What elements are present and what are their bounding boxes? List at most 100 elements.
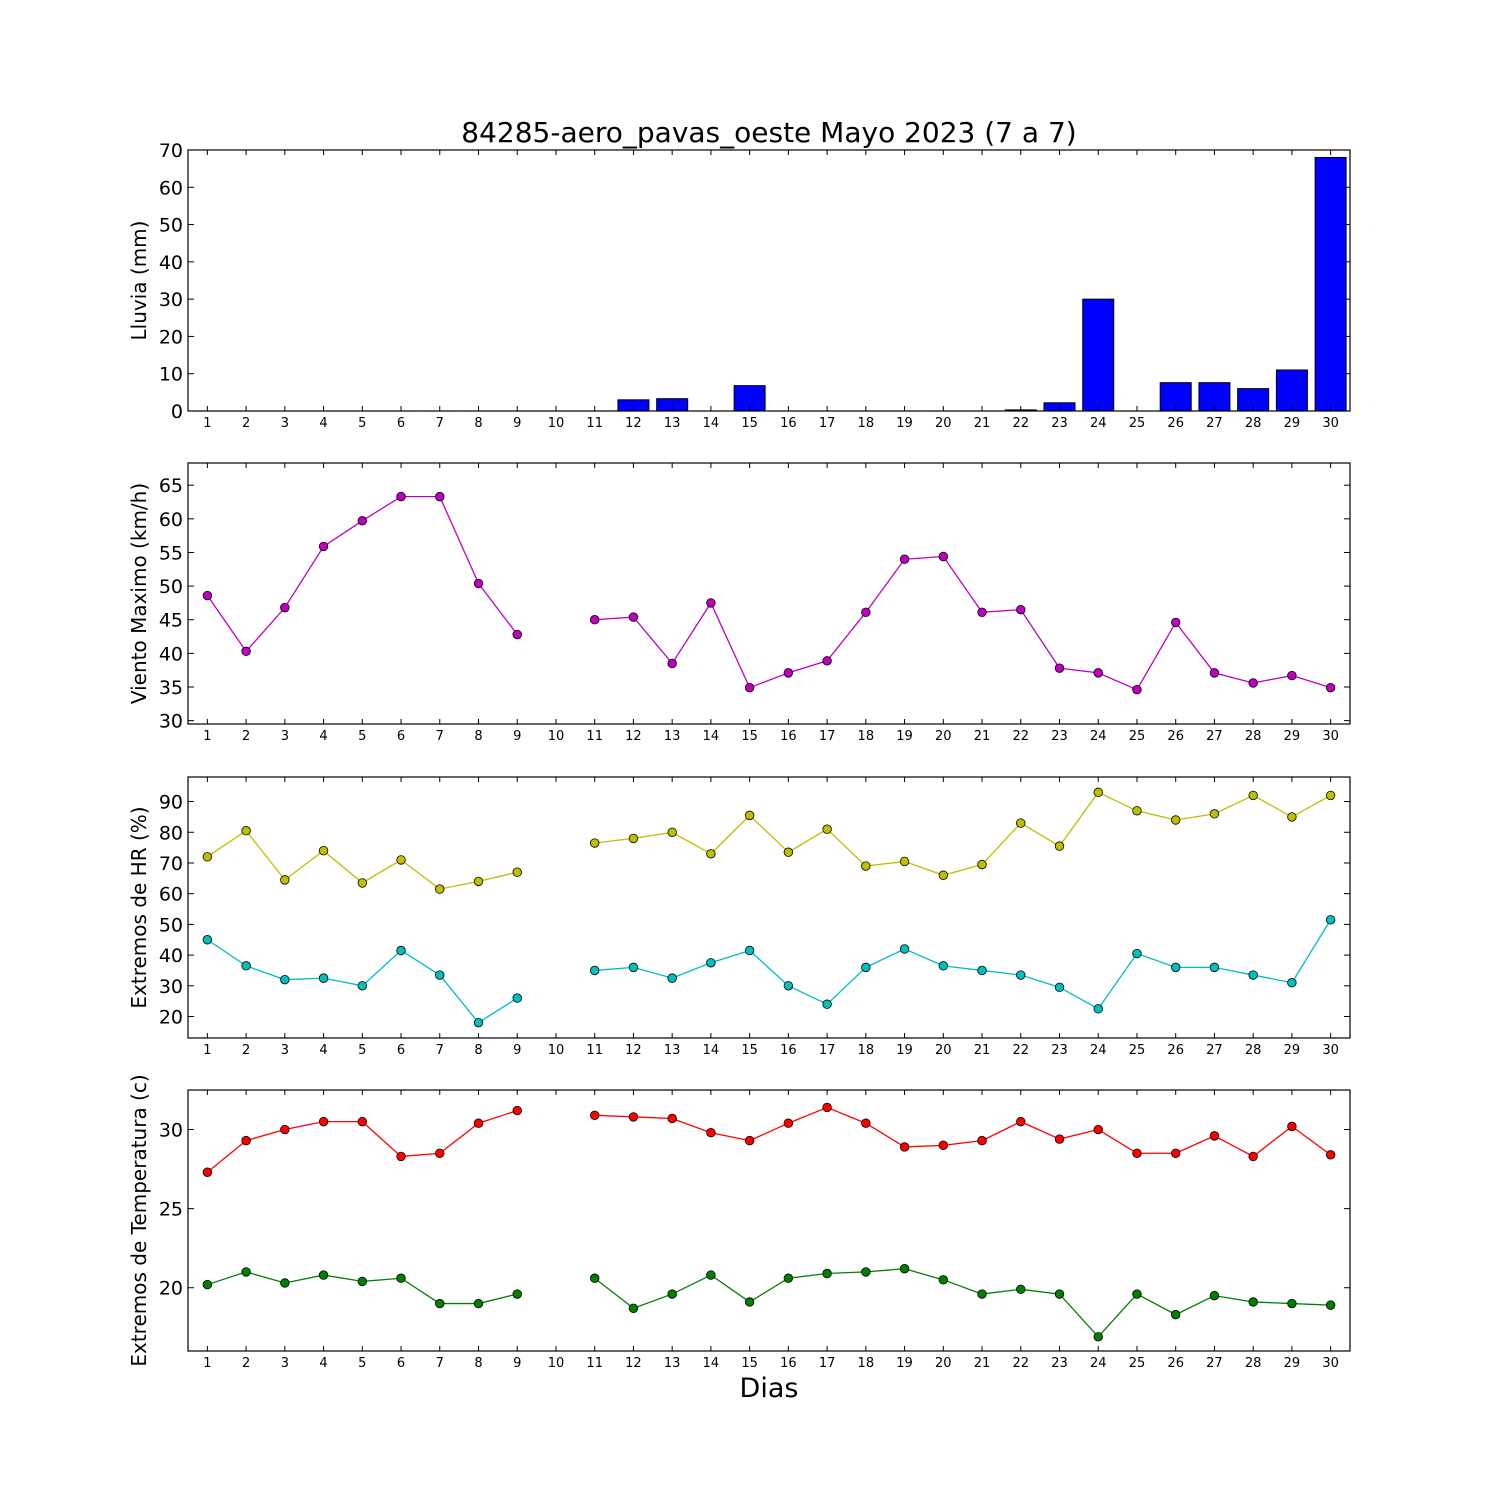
- data-point: [1287, 978, 1297, 988]
- x-tick-label: 21: [974, 416, 991, 431]
- data-point: [1287, 1121, 1297, 1132]
- data-point: [1170, 962, 1181, 973]
- x-tick-label: 17: [819, 1356, 836, 1371]
- data-point: [473, 876, 484, 887]
- data-point: [1170, 617, 1181, 628]
- data-point: [280, 1124, 290, 1135]
- y-tick-label: 60: [159, 884, 183, 906]
- x-tick-label: 9: [513, 1043, 521, 1058]
- x-tick-label: 30: [1322, 729, 1339, 744]
- x-tick-label: 6: [397, 729, 405, 744]
- x-tick-label: 19: [896, 1356, 913, 1371]
- data-point: [357, 1276, 368, 1287]
- data-point: [473, 578, 484, 589]
- data-point: [1132, 806, 1142, 816]
- x-tick-label: 20: [935, 416, 952, 431]
- x-tick-label: 2: [242, 729, 250, 744]
- x-tick-label: 11: [586, 416, 603, 431]
- x-tick-label: 7: [436, 1043, 444, 1058]
- y-tick-label: 40: [159, 643, 183, 665]
- data-point: [1287, 670, 1297, 681]
- x-tick-label: 6: [397, 416, 405, 431]
- data-point: [667, 973, 677, 983]
- y-tick-label: 70: [159, 853, 183, 875]
- data-point: [280, 974, 290, 985]
- x-tick-label: 24: [1090, 1356, 1107, 1371]
- y-tick-label: 50: [159, 215, 183, 237]
- data-point: [628, 612, 639, 622]
- x-axis-label: Dias: [740, 1373, 799, 1404]
- data-point: [977, 607, 987, 618]
- x-tick-label: 15: [741, 1356, 758, 1371]
- x-tick-label: 12: [625, 1356, 642, 1371]
- data-point: [628, 1303, 639, 1313]
- x-tick-label: 16: [780, 1356, 797, 1371]
- x-tick-label: 11: [586, 729, 603, 744]
- data-point: [396, 1273, 406, 1283]
- x-tick-label: 7: [436, 416, 444, 431]
- x-tick-label: 19: [896, 729, 913, 744]
- data-point: [1209, 1131, 1220, 1141]
- data-point: [1054, 1289, 1065, 1299]
- chart-title: 84285-aero_pavas_oeste Mayo 2023 (7 a 7): [461, 116, 1076, 149]
- data-point: [318, 1270, 329, 1280]
- data-point: [1132, 1289, 1142, 1299]
- data-point: [512, 993, 522, 1003]
- x-tick-label: 18: [858, 729, 875, 744]
- data-point: [512, 867, 522, 877]
- x-tick-label: 28: [1245, 416, 1262, 431]
- x-tick-label: 22: [1012, 416, 1029, 431]
- data-point: [783, 847, 794, 857]
- y-tick-label: 30: [159, 711, 183, 733]
- data-point: [1093, 787, 1103, 798]
- x-tick-label: 13: [664, 1356, 681, 1371]
- data-point: [318, 1116, 329, 1127]
- x-tick-label: 24: [1090, 729, 1107, 744]
- data-point: [1325, 682, 1336, 693]
- data-point: [473, 1118, 484, 1128]
- data-point: [318, 973, 329, 983]
- data-point: [280, 1278, 290, 1288]
- x-tick-label: 25: [1129, 1043, 1146, 1058]
- x-tick-label: 17: [819, 416, 836, 431]
- data-point: [899, 944, 910, 954]
- data-point: [435, 1298, 445, 1309]
- data-point: [318, 845, 329, 856]
- x-tick-label: 17: [819, 729, 836, 744]
- x-tick-label: 17: [819, 1043, 836, 1058]
- x-tick-label: 10: [548, 729, 565, 744]
- x-tick-label: 16: [780, 729, 797, 744]
- axes-frame: [187, 776, 1351, 1039]
- y-tick-label: 70: [159, 140, 183, 162]
- x-tick-label: 15: [741, 729, 758, 744]
- series-line: [594, 555, 1331, 691]
- x-tick-label: 16: [780, 416, 797, 431]
- data-point: [512, 629, 522, 640]
- x-tick-label: 12: [625, 729, 642, 744]
- x-tick-label: 3: [281, 1356, 289, 1371]
- data-point: [628, 1112, 639, 1122]
- data-point: [861, 861, 871, 871]
- x-tick-label: 27: [1206, 729, 1223, 744]
- x-tick-label: 26: [1167, 729, 1184, 744]
- data-point: [241, 961, 251, 971]
- data-point: [744, 1135, 755, 1146]
- x-tick-label: 27: [1206, 1356, 1223, 1371]
- data-point: [202, 852, 213, 862]
- data-point: [473, 1298, 484, 1309]
- y-tick-label: 90: [159, 792, 183, 814]
- data-point: [512, 1289, 522, 1299]
- data-point: [318, 541, 329, 552]
- bar: [1275, 369, 1308, 412]
- data-point: [1016, 604, 1026, 615]
- data-point: [590, 965, 600, 976]
- x-tick-label: 28: [1245, 1043, 1262, 1058]
- x-tick-label: 6: [397, 1043, 405, 1058]
- data-point: [1209, 962, 1220, 973]
- data-point: [512, 1105, 522, 1116]
- x-tick-label: 13: [664, 1043, 681, 1058]
- data-point: [822, 656, 832, 666]
